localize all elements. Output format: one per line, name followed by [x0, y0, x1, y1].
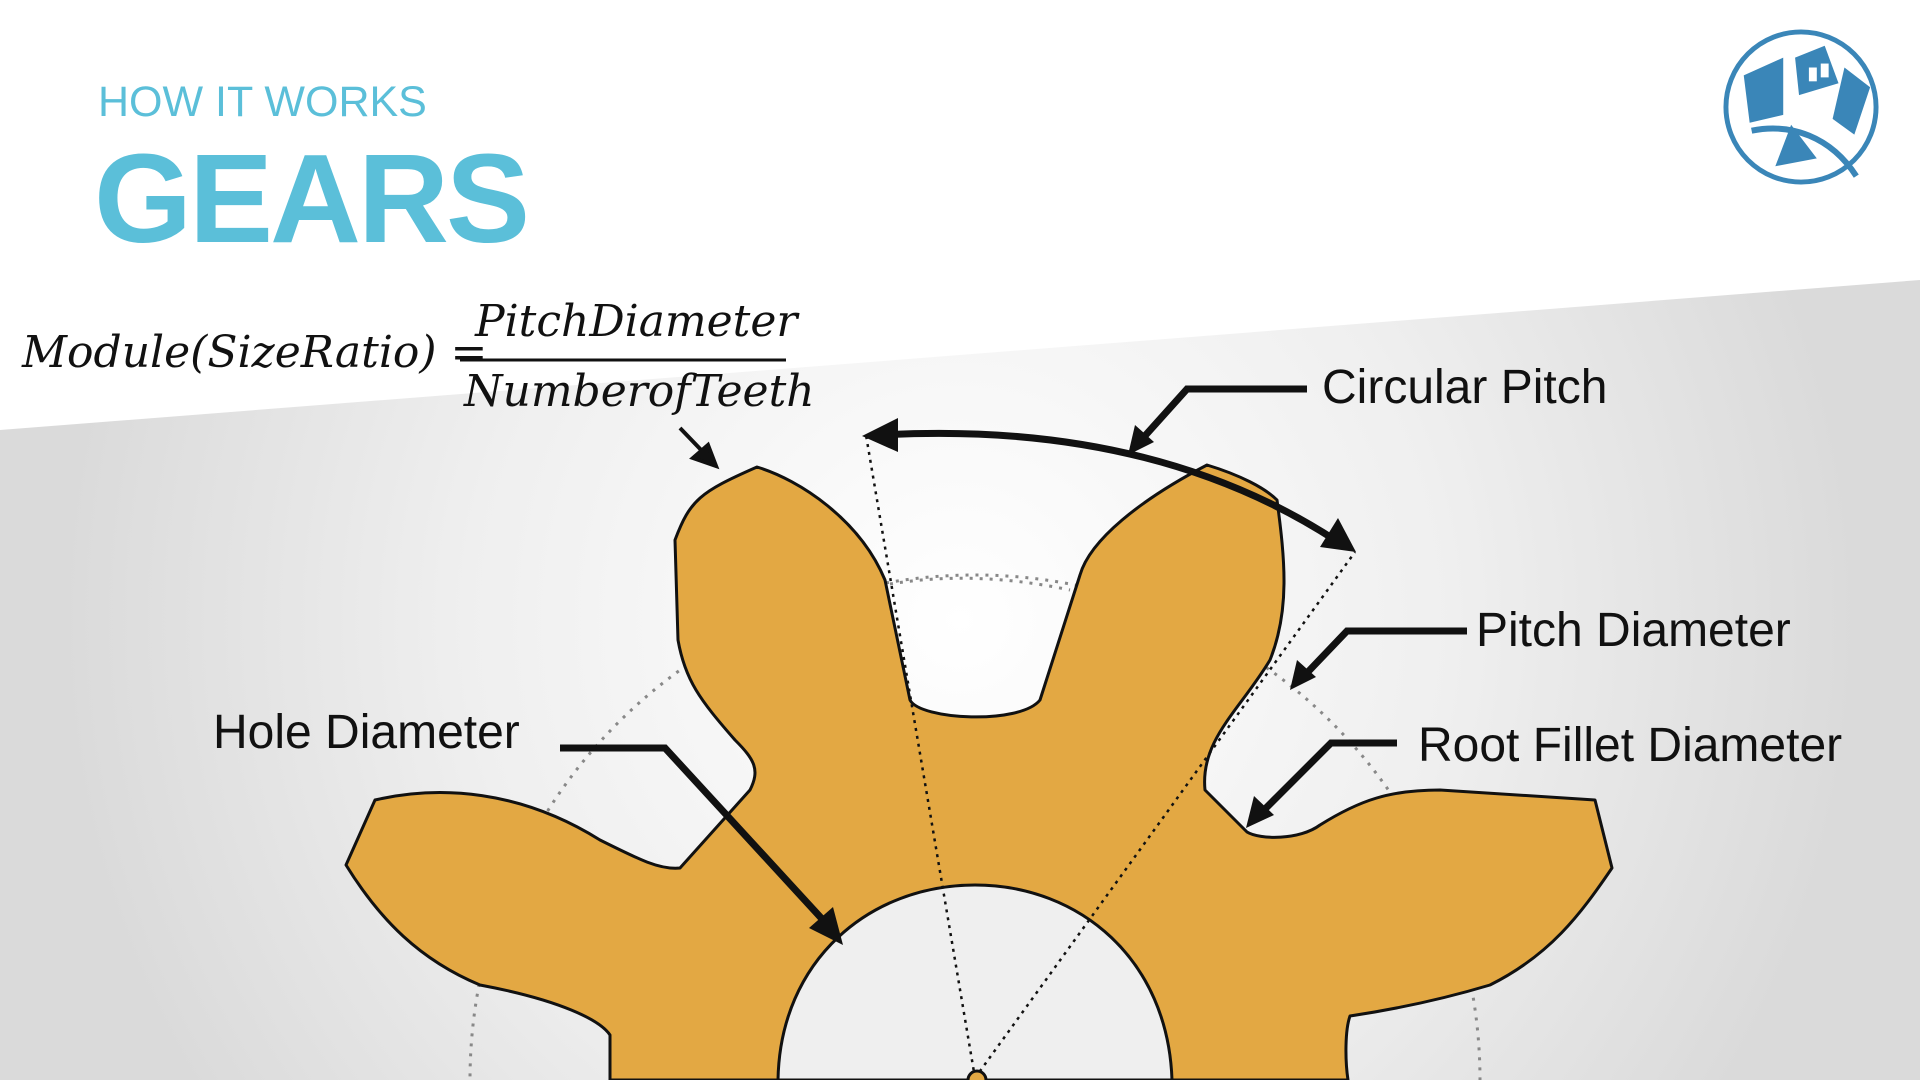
- page-title: GEARS: [94, 128, 530, 269]
- section-kicker: HOW IT WORKS: [98, 78, 427, 126]
- arrow-hole-diameter: [560, 744, 826, 923]
- arrow-root-fillet-head: [1246, 796, 1274, 828]
- gear-body: [344, 463, 1614, 1080]
- center-point: [966, 1069, 988, 1080]
- center-hole: [776, 883, 1174, 1080]
- pitch-arc-gap: [889, 576, 1071, 592]
- arrow-circular-pitch-head-left: [862, 418, 898, 452]
- label-hole-diameter: Hole Diameter: [213, 706, 520, 759]
- label-pitch-diameter: Pitch Diameter: [1476, 604, 1791, 657]
- arrow-circular-pitch-head-right: [1320, 518, 1356, 552]
- arrow-formula: [678, 426, 720, 470]
- formula-denominator: NumberofTeeth: [464, 366, 815, 417]
- arrow-circular-pitch-leader: [1140, 385, 1307, 441]
- label-root-fillet-diameter: Root Fillet Diameter: [1418, 719, 1843, 772]
- arrow-pitch-diameter-head: [1290, 660, 1316, 690]
- label-circular-pitch: Circular Pitch: [1322, 361, 1608, 414]
- formula-numerator: PitchDiameter: [475, 296, 798, 347]
- arrow-pitch-diameter: [1302, 627, 1467, 678]
- brand-logo-icon: [1723, 29, 1879, 185]
- arrow-circular-pitch-leader-head: [1128, 425, 1154, 455]
- arrow-root-fillet: [1259, 739, 1397, 815]
- arrow-hole-diameter-head: [809, 907, 843, 945]
- formula-lhs: Module(SizeRatio) =: [22, 327, 488, 378]
